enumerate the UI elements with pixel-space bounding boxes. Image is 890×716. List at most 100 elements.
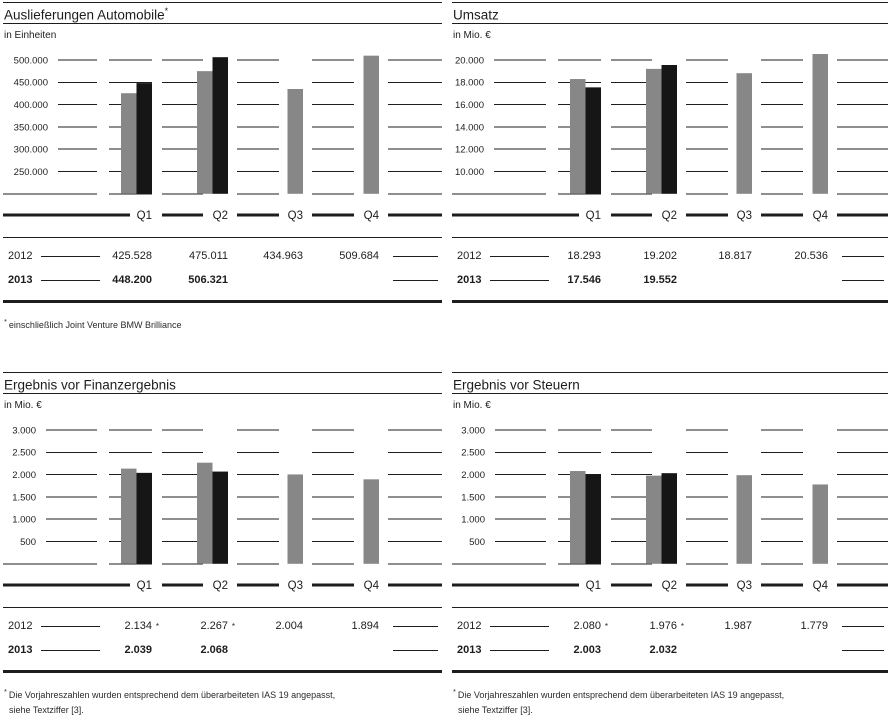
asterisk-superscript: * xyxy=(155,622,159,631)
bar-2013 xyxy=(212,471,228,564)
title-rule xyxy=(452,23,888,24)
row-dash xyxy=(41,626,100,627)
y-tick-label: 1.000 xyxy=(461,515,485,526)
bar-2012 xyxy=(736,73,752,194)
table-bottom-rule xyxy=(3,670,442,673)
bar-chart: 3.000 2.500 2.000 1.500 1.000 500 Q1 Q2 Q3 Q4 xyxy=(452,425,888,592)
unit-label: in Einheiten xyxy=(4,30,57,41)
y-tick-label: 1.500 xyxy=(461,492,485,503)
panel-title-text: Umsatz xyxy=(453,7,499,23)
y-tick-label: 18.000 xyxy=(455,78,484,89)
bar-2012 xyxy=(646,68,662,194)
row-end-dash xyxy=(393,280,438,281)
cell-value: 448.200 xyxy=(112,274,152,286)
row-dash xyxy=(490,280,549,281)
y-tick-label: 14.000 xyxy=(455,122,484,133)
title-rule xyxy=(3,23,442,24)
panel-title: Umsatz xyxy=(453,6,499,23)
row-end-dash xyxy=(393,626,438,627)
y-tick-label: 2.500 xyxy=(461,448,485,459)
y-tick-label: 2.000 xyxy=(12,470,36,481)
y-tick-label: 2.500 xyxy=(12,448,36,459)
cell-value: 1.779 xyxy=(800,620,828,632)
year-label: 2013 xyxy=(457,274,482,286)
y-tick-label: 2.000 xyxy=(461,470,485,481)
quarter-label: Q3 xyxy=(737,210,752,222)
table-row: 2013 448.200 506.321 xyxy=(3,272,442,288)
y-tick-label: 500 xyxy=(20,537,36,548)
bar-2012 xyxy=(570,471,586,564)
quarter-label: Q1 xyxy=(586,580,601,592)
table-row: 2012 425.528 475.011 434.963 509.684 xyxy=(3,248,442,264)
panel-top-rule xyxy=(452,372,888,373)
cell-value: 509.684 xyxy=(339,250,379,262)
y-tick-label: 3.000 xyxy=(12,425,36,436)
bar-chart: 20.000 18.000 16.000 14.000 12.000 10.000 Q1 Q2… xyxy=(452,54,888,222)
bar-2013 xyxy=(212,57,228,194)
cell-value: 506.321 xyxy=(188,274,228,286)
bar-2012 xyxy=(812,54,828,194)
bar-2012 xyxy=(197,462,213,564)
quarter-label: Q4 xyxy=(813,210,829,222)
row-end-dash xyxy=(393,650,438,651)
bar-2012 xyxy=(570,79,586,194)
asterisk-superscript: * xyxy=(680,622,684,631)
table-bottom-rule xyxy=(3,300,442,303)
panel-ebt: Ergebnis vor Steuern in Mio. € 3.000 2.50… xyxy=(452,372,888,716)
cell-value: 2.004 xyxy=(275,620,303,632)
footnote-line: siehe Textziffer [3]. xyxy=(9,705,84,715)
table-top-rule xyxy=(452,237,888,238)
quarter-label: Q2 xyxy=(213,210,228,222)
cell-value: 1.976 * xyxy=(587,618,684,634)
year-label: 2013 xyxy=(457,644,482,656)
y-tick-label: 500.000 xyxy=(14,55,48,66)
bar-2013 xyxy=(136,83,152,194)
y-tick-label: 1.500 xyxy=(12,492,36,503)
y-tick-label: 400.000 xyxy=(14,100,48,111)
y-tick-label: 10.000 xyxy=(455,167,484,178)
y-tick-label: 250.000 xyxy=(14,167,48,178)
unit-label: in Mio. € xyxy=(4,400,42,411)
year-label: 2012 xyxy=(457,250,482,262)
cell-value: 18.817 xyxy=(718,250,752,262)
unit-label: in Mio. € xyxy=(453,30,491,41)
cell-value: 2.267 * xyxy=(138,618,235,634)
cell-value: 18.293 xyxy=(567,250,601,262)
panel-deliveries: Auslieferungen Automobile* in Einheiten … xyxy=(3,2,442,346)
bar-chart: 3.000 2.500 2.000 1.500 1.000 500 Q1 Q2 Q3 Q4 xyxy=(3,425,442,592)
title-rule xyxy=(3,393,442,394)
bar-2012 xyxy=(287,89,303,194)
row-end-dash xyxy=(842,626,884,627)
year-label: 2012 xyxy=(8,250,33,262)
quarter-label: Q2 xyxy=(662,210,677,222)
year-label: 2012 xyxy=(457,620,482,632)
row-dash xyxy=(490,626,549,627)
quarter-label: Q3 xyxy=(288,210,303,222)
panel-title: Auslieferungen Automobile* xyxy=(4,6,168,23)
y-tick-label: 12.000 xyxy=(455,145,484,156)
table-row: 2012 2.080 * 1.976 * 1.987 1.779 xyxy=(452,618,888,634)
table-top-rule xyxy=(3,607,442,608)
row-end-dash xyxy=(393,256,438,257)
table-row: 2013 17.546 19.552 xyxy=(452,272,888,288)
panel-title-text: Ergebnis vor Steuern xyxy=(453,377,580,393)
quarter-label: Q1 xyxy=(586,210,601,222)
panel-title-text: Ergebnis vor Finanzergebnis xyxy=(4,377,176,393)
asterisk-superscript: * xyxy=(4,317,7,326)
title-rule xyxy=(452,393,888,394)
panel-title: Ergebnis vor Steuern xyxy=(453,376,580,393)
quarter-label: Q2 xyxy=(213,580,228,592)
panel-ebit: Ergebnis vor Finanzergebnis in Mio. € 3.… xyxy=(3,372,442,716)
y-tick-label: 3.000 xyxy=(461,425,485,436)
table-row: 2013 2.003 2.032 xyxy=(452,642,888,658)
row-dash xyxy=(41,650,100,651)
panel-top-rule xyxy=(3,2,442,3)
year-label: 2012 xyxy=(8,620,33,632)
bar-2013 xyxy=(585,474,601,564)
table-bottom-rule xyxy=(452,670,888,673)
asterisk-superscript: * xyxy=(4,687,7,696)
bar-2012 xyxy=(121,93,137,194)
y-tick-label: 16.000 xyxy=(455,100,484,111)
row-end-dash xyxy=(842,650,884,651)
quarter-label: Q3 xyxy=(288,580,303,592)
